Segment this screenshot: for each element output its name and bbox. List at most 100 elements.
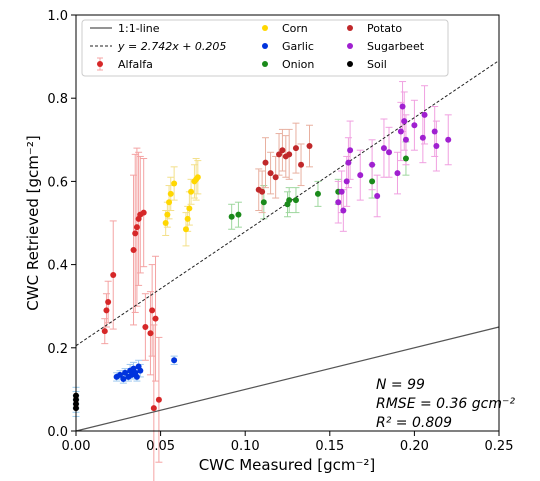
alfalfa-point: [105, 299, 112, 306]
onion-point: [286, 197, 293, 204]
potato-point: [306, 143, 313, 150]
x-tick-label: 0.20: [400, 439, 429, 454]
y-tick-label: 1.0: [47, 9, 68, 24]
legend-corn-swatch: [262, 25, 268, 31]
sugarbeet-point: [345, 159, 352, 166]
sugarbeet-point: [419, 134, 426, 141]
legend-sugarbeet-label: Sugarbeet: [367, 40, 425, 53]
alfalfa-point: [132, 230, 139, 237]
corn-point: [166, 199, 173, 206]
corn-point: [194, 174, 201, 181]
potato-point: [259, 188, 266, 195]
sugarbeet-point: [369, 161, 376, 168]
y-tick-label: 0.6: [47, 175, 68, 190]
sugarbeet-point: [386, 149, 393, 156]
corn-point: [164, 211, 171, 218]
alfalfa-point: [130, 247, 137, 254]
sugarbeet-point: [433, 143, 440, 150]
potato-point: [267, 170, 274, 177]
alfalfa-point: [140, 209, 147, 216]
plot-frame: [75, 14, 500, 432]
sugarbeet-point: [340, 207, 347, 214]
sugarbeet-point: [335, 199, 342, 206]
legend-one-to-one-label: 1:1-line: [118, 22, 160, 35]
legend-onion-swatch: [262, 61, 268, 67]
sugarbeet-point: [445, 136, 452, 143]
sugarbeet-point: [401, 118, 408, 125]
alfalfa-point: [133, 224, 140, 231]
onion-point: [369, 178, 376, 185]
sugarbeet-point: [343, 178, 350, 185]
sugarbeet-point: [421, 111, 428, 118]
garlic-point: [120, 376, 127, 382]
stats-annotation: N = 99 RMSE = 0.36 gcm⁻² R² = 0.809: [376, 377, 515, 431]
alfalfa-point: [150, 405, 157, 412]
y-tick-label: 0.2: [47, 342, 68, 357]
legend-onion-label: Onion: [282, 58, 314, 71]
corn-point: [188, 188, 195, 195]
y-tick-label: 0.0: [47, 425, 68, 440]
y-tick-label: 0.8: [47, 92, 68, 107]
alfalfa-point: [110, 272, 117, 278]
legend-potato-label: Potato: [367, 22, 402, 35]
legend-regression-label: y = 2.742x + 0.205: [117, 40, 226, 53]
potato-point: [298, 161, 305, 168]
potato-point: [292, 145, 299, 152]
sugarbeet-point: [402, 136, 409, 143]
garlic-point: [171, 357, 178, 364]
legend-corn-label: Corn: [282, 22, 308, 35]
alfalfa-point: [155, 396, 162, 403]
stats-rmse: RMSE = 0.36 gcm⁻²: [376, 396, 515, 412]
potato-point: [262, 159, 269, 166]
alfalfa-point: [152, 315, 159, 322]
garlic-point: [122, 369, 129, 376]
corn-point: [171, 180, 178, 187]
legend: 1:1-line y = 2.742x + 0.205 Alfalfa Corn…: [81, 19, 449, 77]
legend-potato-swatch: [347, 25, 353, 31]
x-tick-label: 0.15: [315, 439, 344, 454]
potato-point: [286, 151, 293, 158]
x-tick-label: 0.00: [62, 439, 91, 454]
stats-r2: R² = 0.809: [376, 415, 452, 431]
alfalfa-point: [142, 324, 149, 330]
sugarbeet-point: [357, 172, 364, 179]
sugarbeet-point: [347, 147, 354, 154]
alfalfa-point: [147, 330, 154, 337]
garlic-point: [137, 367, 144, 374]
sugarbeet-point: [397, 128, 404, 135]
x-tick-label: 0.05: [146, 439, 175, 454]
one-to-one-line: [75, 326, 500, 432]
garlic-point: [133, 373, 140, 380]
onion-point: [260, 199, 267, 206]
x-axis-label: CWC Measured [gcm⁻²]: [199, 456, 376, 474]
onion-point: [235, 211, 242, 218]
onion-point: [402, 155, 409, 162]
legend-garlic-swatch: [262, 43, 268, 49]
onion-point: [292, 197, 299, 204]
sugarbeet-point: [338, 188, 345, 195]
corn-point: [186, 205, 193, 212]
alfalfa-point: [149, 307, 156, 314]
sugarbeet-point: [394, 170, 401, 177]
alfalfa-point: [103, 307, 110, 314]
legend-soil-label: Soil: [367, 58, 387, 71]
y-axis-label: CWC Retrieved [gcm⁻²]: [24, 135, 42, 310]
corn-point: [184, 215, 191, 222]
x-tick-label: 0.25: [485, 439, 514, 454]
legend-garlic-label: Garlic: [282, 40, 314, 53]
sugarbeet-point: [399, 103, 406, 110]
sugarbeet-point: [374, 192, 381, 199]
corn-point: [162, 220, 169, 226]
potato-point: [272, 174, 279, 181]
legend-alfalfa-swatch: [97, 57, 103, 71]
y-ticks: 0.0 0.2 0.4 0.6 0.8 1.0: [47, 9, 76, 440]
legend-soil-swatch: [347, 61, 353, 67]
legend-alfalfa-label: Alfalfa: [118, 58, 153, 71]
potato-point: [279, 147, 286, 154]
alfalfa-point: [101, 328, 108, 335]
onion-point: [228, 213, 235, 220]
x-ticks: 0.00 0.05 0.10 0.15 0.20 0.25: [62, 431, 514, 454]
corn-point: [167, 190, 174, 197]
points-layer: [73, 103, 452, 412]
